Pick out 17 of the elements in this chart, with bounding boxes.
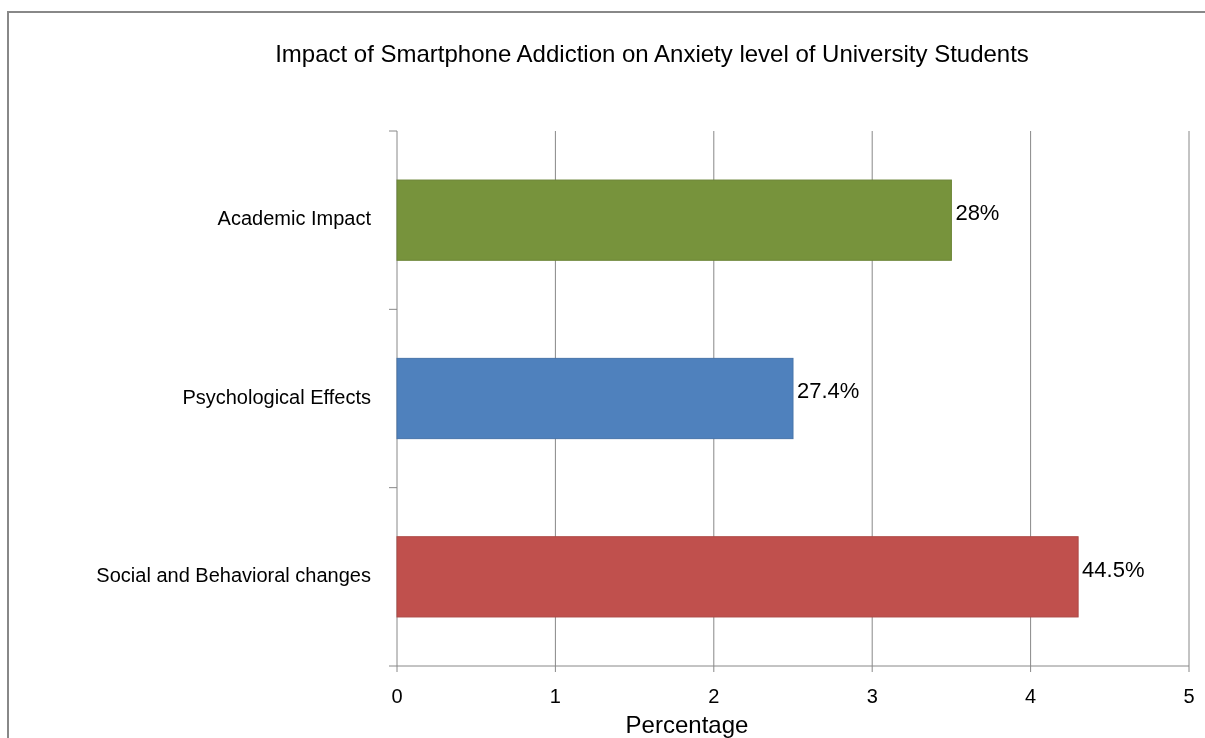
y-tick-label: Psychological Effects [182, 385, 371, 408]
y-tick-label: Social and Behavioral changes [96, 564, 371, 587]
bar [396, 357, 794, 440]
x-tick-label: 5 [1183, 685, 1195, 707]
y-tick-label: Academic Impact [217, 207, 372, 230]
chart-title: Impact of Smartphone Addiction on Anxiety level of University Students [275, 40, 1029, 68]
annotation: 44.5% [1082, 556, 1145, 582]
x-tick-label: 0 [391, 685, 403, 707]
x-tick-label: 1 [549, 685, 561, 707]
x-axis-title: Percentage [625, 711, 749, 738]
bar [396, 179, 952, 261]
annotation: 28% [955, 199, 1000, 225]
x-tick-label: 3 [866, 685, 878, 707]
bar [396, 536, 1079, 618]
x-tick-label: 2 [708, 685, 720, 707]
x-tick-label: 4 [1025, 685, 1037, 707]
annotation: 27.4% [797, 378, 860, 404]
